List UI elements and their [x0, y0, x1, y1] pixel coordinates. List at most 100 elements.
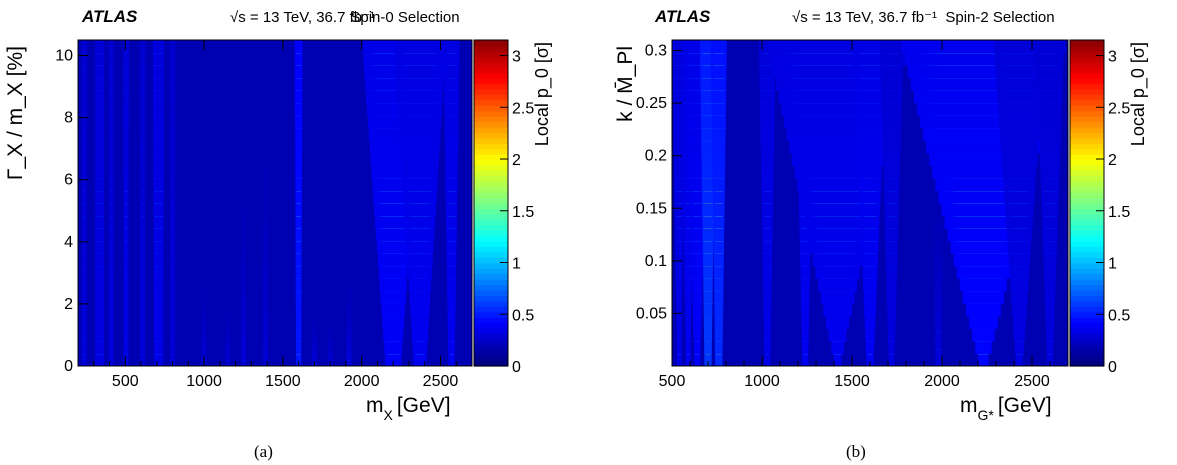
band-cell	[81, 90, 88, 104]
band-cell	[702, 190, 714, 204]
band-cell	[397, 90, 443, 104]
band-cell	[295, 165, 302, 179]
colorbar-cell	[474, 344, 508, 351]
band-cell	[225, 327, 231, 331]
band-cell	[674, 140, 685, 154]
band-cell	[99, 215, 105, 229]
band-cell	[713, 265, 724, 279]
band-cell	[446, 265, 457, 279]
band-cell	[404, 203, 436, 217]
band-cell	[241, 330, 246, 337]
band-cell	[762, 228, 773, 242]
band-cell	[346, 336, 352, 340]
colorbar-cell	[474, 268, 508, 275]
band-cell	[99, 127, 105, 141]
band-cell	[295, 228, 302, 242]
band-cell	[153, 115, 161, 129]
band-cell	[761, 203, 773, 217]
band-cell	[443, 40, 460, 54]
band-cell	[682, 152, 694, 166]
band-cell	[158, 340, 164, 355]
band-cell	[800, 278, 810, 292]
band-cell	[99, 203, 105, 217]
colorbar-cell	[474, 262, 508, 269]
colorbar-cell	[474, 317, 508, 324]
band-cell	[311, 333, 317, 337]
band-cell	[81, 240, 87, 254]
band-cell	[713, 215, 725, 229]
colorbar-cell	[474, 219, 508, 226]
band-cell	[95, 102, 101, 116]
band-cell	[327, 335, 333, 338]
band-cell	[346, 306, 352, 310]
band-cell	[445, 203, 458, 217]
excess-band	[699, 40, 717, 366]
band-cell	[201, 291, 207, 295]
band-cell	[153, 127, 161, 141]
band-cell	[397, 102, 442, 116]
band-cell	[702, 228, 714, 242]
colorbar-cell	[474, 83, 508, 90]
band-cell	[99, 140, 105, 154]
band-cell	[170, 240, 176, 254]
band-cell	[123, 177, 129, 192]
colorbar-cell	[474, 289, 508, 296]
band-cell	[99, 90, 105, 104]
band-cell	[201, 312, 207, 316]
band-cell	[140, 228, 146, 242]
colorbar-cell	[474, 279, 508, 286]
band-cell	[346, 288, 352, 292]
band-cell	[225, 346, 231, 350]
band-cell	[201, 321, 207, 325]
band-cell	[674, 165, 685, 179]
band-cell	[346, 342, 352, 346]
colorbar-cell	[474, 203, 508, 210]
band-cell	[295, 102, 303, 116]
band-cell	[263, 195, 268, 204]
colorbar-cell	[474, 132, 508, 139]
band-cell	[108, 203, 114, 217]
band-cell	[81, 190, 87, 204]
band-cell	[153, 265, 160, 279]
colorbar-cell	[474, 197, 508, 204]
band-cell	[263, 210, 268, 220]
band-cell	[263, 280, 268, 289]
band-cell	[702, 203, 714, 217]
band-cell	[108, 215, 114, 229]
band-cell	[95, 40, 101, 54]
y-tick-label: 2	[64, 296, 73, 313]
band-cell	[95, 152, 101, 166]
band-cell	[675, 240, 683, 254]
band-cell	[170, 278, 176, 292]
band-cell	[108, 340, 114, 355]
selection-label: Spin-0 Selection	[350, 9, 459, 26]
band-cell	[327, 341, 333, 344]
band-cell	[703, 290, 713, 304]
band-cell	[448, 340, 455, 355]
colorbar-cell	[474, 246, 508, 253]
excess-band	[263, 164, 269, 366]
band-cell	[674, 190, 684, 204]
band-cell	[225, 344, 231, 348]
band-cell	[157, 215, 164, 229]
band-cell	[413, 353, 427, 366]
excess-band	[225, 310, 231, 366]
band-cell	[443, 52, 460, 66]
band-cell	[169, 127, 176, 141]
band-cell	[123, 315, 129, 329]
band-cell	[99, 40, 105, 54]
panel-b-spin2: 500 1000 1500 2000 25000.050.10.150.20.250.3…	[614, 7, 1149, 423]
band-cell	[157, 190, 164, 204]
colorbar: 00.511.522.53	[473, 39, 534, 376]
band-cell	[225, 335, 231, 339]
excess-band	[95, 40, 101, 366]
band-cell	[263, 218, 268, 227]
band-cell	[81, 315, 87, 329]
band-cell	[346, 360, 352, 364]
band-cell	[701, 165, 715, 179]
band-cell	[201, 306, 207, 310]
colorbar-cell	[474, 213, 508, 220]
y-tick-label: 4	[64, 234, 73, 251]
band-cell	[108, 228, 114, 242]
colorbar-cell	[474, 230, 508, 237]
